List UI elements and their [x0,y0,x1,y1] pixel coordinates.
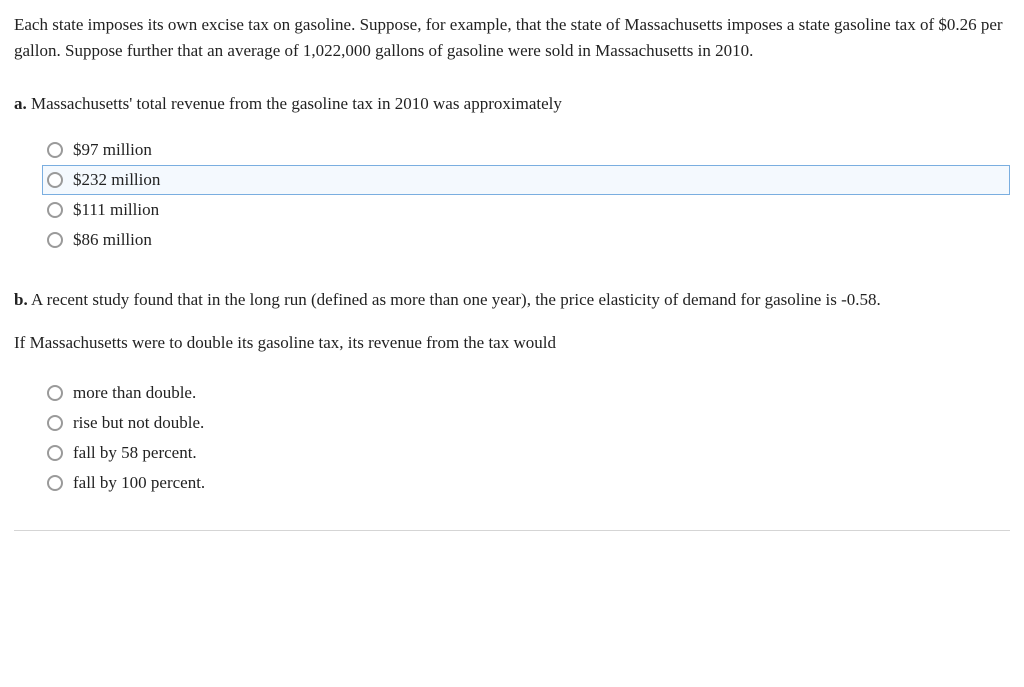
option-label: $86 million [73,227,152,253]
question-b-prompt: b. A recent study found that in the long… [14,287,1010,313]
option-label: rise but not double. [73,410,204,436]
option-a-3[interactable]: $86 million [42,225,1010,255]
question-b-subtext: If Massachusetts were to double its gaso… [14,330,1010,356]
option-label: more than double. [73,380,196,406]
option-label: fall by 58 percent. [73,440,197,466]
option-a-1[interactable]: $232 million [42,165,1010,195]
option-b-1[interactable]: rise but not double. [42,408,1010,438]
question-b-prefix: b. [14,290,28,309]
radio-icon[interactable] [47,385,63,401]
question-a-prefix: a. [14,94,27,113]
radio-icon[interactable] [47,172,63,188]
question-a: a. Massachusetts' total revenue from the… [14,91,1010,255]
radio-icon[interactable] [47,415,63,431]
option-a-2[interactable]: $111 million [42,195,1010,225]
radio-icon[interactable] [47,142,63,158]
question-b-prompt-text: A recent study found that in the long ru… [28,290,881,309]
intro-text: Each state imposes its own excise tax on… [14,12,1010,63]
option-a-0[interactable]: $97 million [42,135,1010,165]
radio-icon[interactable] [47,445,63,461]
radio-icon[interactable] [47,202,63,218]
option-label: $232 million [73,167,160,193]
option-label: $111 million [73,197,159,223]
radio-icon[interactable] [47,232,63,248]
option-label: fall by 100 percent. [73,470,205,496]
option-label: $97 million [73,137,152,163]
option-b-3[interactable]: fall by 100 percent. [42,468,1010,498]
question-b: b. A recent study found that in the long… [14,287,1010,498]
question-a-prompt-text: Massachusetts' total revenue from the ga… [27,94,562,113]
question-a-options: $97 million $232 million $111 million $8… [42,135,1010,255]
option-b-0[interactable]: more than double. [42,378,1010,408]
question-b-options: more than double. rise but not double. f… [42,378,1010,498]
divider [14,530,1010,531]
option-b-2[interactable]: fall by 58 percent. [42,438,1010,468]
question-a-prompt: a. Massachusetts' total revenue from the… [14,91,1010,117]
radio-icon[interactable] [47,475,63,491]
